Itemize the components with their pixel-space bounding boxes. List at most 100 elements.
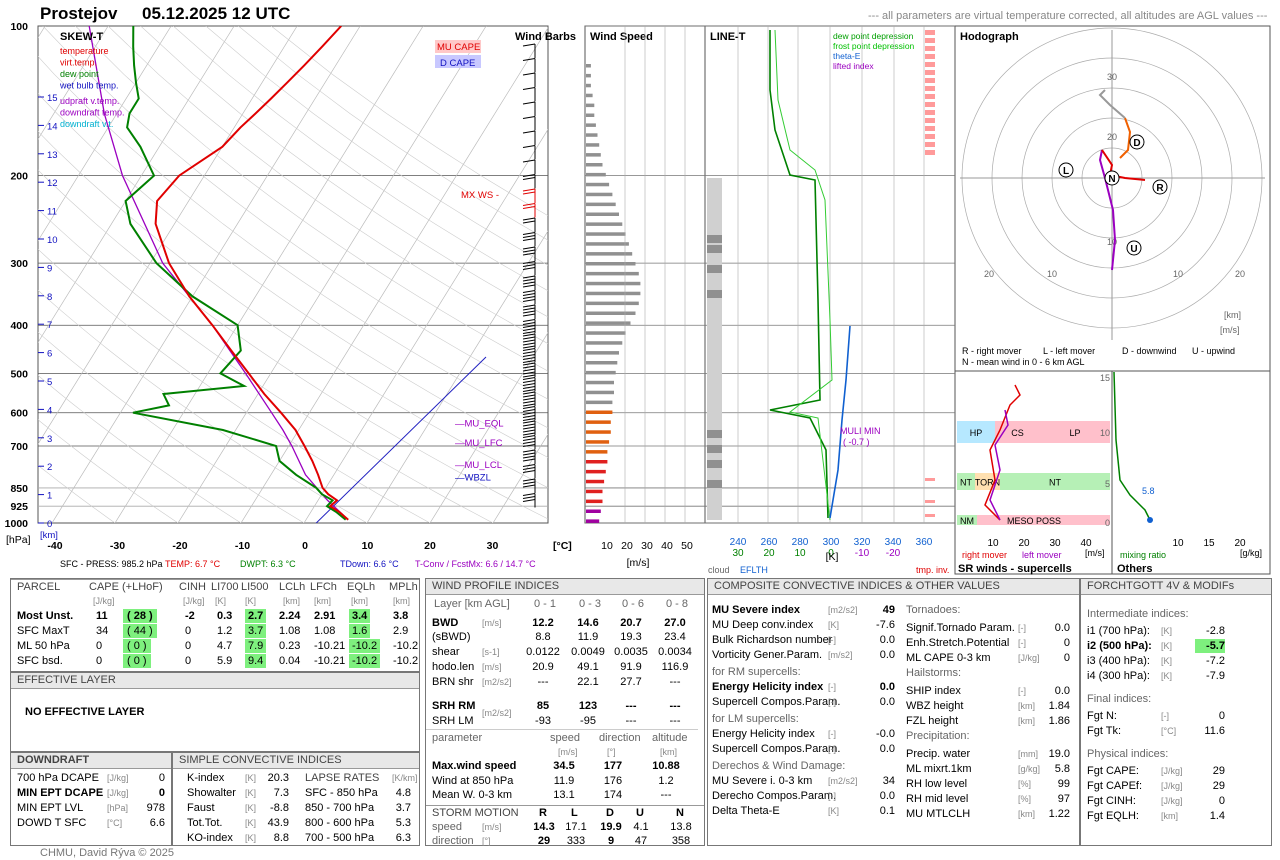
height-tick: 7 <box>47 320 52 331</box>
parcel-mpl: 3.8 <box>393 610 409 622</box>
muli-label: MULI MIN <box>840 426 881 436</box>
fgt-row-label: Fgt EQLH: <box>1087 810 1139 822</box>
lapse-row-label: 850 - 700 hPa <box>305 802 375 814</box>
hodo-point-label: L <box>1063 166 1069 177</box>
wind-param-value: 174 <box>603 789 623 801</box>
storm-row-label: speed <box>432 821 462 833</box>
simple-title: SIMPLE CONVECTIVE INDICES <box>173 753 419 769</box>
sr-band-label: NT <box>960 478 972 488</box>
composite-right-label: RH mid level <box>906 793 969 805</box>
parcel-col-head: LCLh <box>279 581 306 593</box>
hodo-point-label: U <box>1130 244 1137 255</box>
sr-ytick: 10 <box>1100 428 1110 438</box>
wind-barb-flag <box>522 435 536 438</box>
lapse-row-label: SFC - 850 hPa <box>305 787 378 799</box>
height-tick: 14 <box>47 121 58 132</box>
hodo-title: Hodograph <box>960 31 1019 43</box>
d-cape-box <box>435 55 481 68</box>
wind-row-value: 27.0 <box>664 617 686 629</box>
skewt-title: SKEW-T <box>60 31 103 43</box>
wind-barb-flag <box>522 360 536 363</box>
height-tick: 5 <box>47 377 52 388</box>
wind-param-value: 10.88 <box>652 760 680 772</box>
parcel-unit: [km] <box>393 596 410 606</box>
footer-credit: CHMU, David Rýva © 2025 <box>40 847 175 859</box>
sr-band <box>975 473 1000 490</box>
fgt-row-value: 1.4 <box>1209 810 1225 822</box>
wind-speed-bar <box>586 182 610 187</box>
wind-barb-flag <box>522 374 536 378</box>
linet-xtick-green: 0 <box>828 548 834 559</box>
composite-right-label: Enh.Stretch.Potential <box>906 637 1010 649</box>
height-tick: 13 <box>47 150 58 161</box>
wind-param-col: altitude <box>652 732 688 744</box>
hodo-point-label: R <box>1156 183 1164 194</box>
mixing-ratio-point <box>1147 517 1153 523</box>
wind-barb-flag <box>522 72 536 76</box>
composite-right-label: MU MTLCLH <box>906 808 971 820</box>
parcel-cape: 34 <box>96 625 109 637</box>
mixing-ratio-line <box>1113 371 1151 521</box>
skewt-plot <box>38 26 548 523</box>
skewt-legend-item: wet bulb temp. <box>59 81 119 91</box>
fgt-row-unit: [K] <box>1161 656 1173 666</box>
fgt-row-unit: [K] <box>1161 671 1173 681</box>
simple-row-label: K-index <box>187 772 225 784</box>
wind-row-value: --- <box>669 715 681 727</box>
sr-band <box>957 515 977 525</box>
parcel-lfc: -10.21 <box>314 640 346 652</box>
downdraft-row-label: 700 hPa DCAPE <box>17 772 99 784</box>
parcel-col-head: EQLh <box>347 581 376 593</box>
hodo-legend-r: R - right mover <box>962 346 1022 356</box>
parcel-li500: 3.7 <box>245 624 267 638</box>
wind-speed-bar <box>586 341 623 345</box>
wind-speed-bar <box>586 370 616 375</box>
hodo-trace-upper <box>1119 117 1132 159</box>
linet-xtick-purple: -10 <box>855 548 870 559</box>
inversion-mark <box>925 54 935 59</box>
wind-barb-flag <box>522 499 536 502</box>
wind-row-value: 0.0035 <box>614 646 648 658</box>
wind-speed-bar <box>586 232 626 236</box>
wind-barb-flag <box>522 455 536 459</box>
height-tick: 3 <box>47 434 52 445</box>
mu-cape-label: MU CAPE <box>437 42 480 53</box>
sr-ytick: 0 <box>1105 518 1110 528</box>
inversion-mark <box>925 126 935 131</box>
parcel-col-head: CAPE (+LHoF) <box>89 581 163 593</box>
fgt-row-value: -5.7 <box>1195 639 1225 653</box>
composite-right-label: WBZ height <box>906 700 964 712</box>
hodo-axis-label: 20 <box>1235 269 1245 279</box>
wind-layer-col: 0 - 3 <box>579 598 602 610</box>
parcel-lhof: ( 28 ) <box>123 609 157 623</box>
wind-row-value: 0.0122 <box>526 646 560 658</box>
parcel-row-name: SFC MaxT <box>17 625 70 637</box>
skewt-legend-item: temperature <box>60 46 109 56</box>
dry-adiabat <box>42 26 548 400</box>
sr-title: SR winds - supercells <box>958 563 1072 575</box>
lapse-row-value: 3.7 <box>395 802 411 814</box>
skewt-footer: DWPT: 6.3 °C <box>240 559 296 569</box>
composite-left-unit: [-] <box>828 729 836 739</box>
parcel-cape: 0 <box>96 655 103 667</box>
storm-row-value: 19.9 <box>600 821 622 833</box>
parcel-li500: 7.9 <box>245 639 267 653</box>
hodo-legend-l: L - left mover <box>1043 346 1095 356</box>
skewt-legend-item: udpraft v.temp. <box>60 96 119 106</box>
isotherm <box>38 26 109 140</box>
isotherm <box>177 26 487 523</box>
fgt-row-label: Fgt N: <box>1087 710 1117 722</box>
fgt-row-value: 29 <box>1212 780 1225 792</box>
wind-speed-bar <box>586 291 641 296</box>
temp-tick: 30 <box>487 540 499 552</box>
wind-speed-bar <box>586 301 639 306</box>
wind-barb-flag <box>522 412 536 415</box>
frost-depression-line <box>774 29 833 521</box>
wind-barb-flag <box>522 217 536 221</box>
linet-xtick-blue: 360 <box>916 537 933 548</box>
pressure-tick: 850 <box>10 483 28 495</box>
parcel-lfc: 2.91 <box>314 610 336 622</box>
composite-left-value: 0.0 <box>879 649 895 661</box>
wind-speed-bar <box>586 73 591 78</box>
inversion-mark <box>925 94 935 99</box>
